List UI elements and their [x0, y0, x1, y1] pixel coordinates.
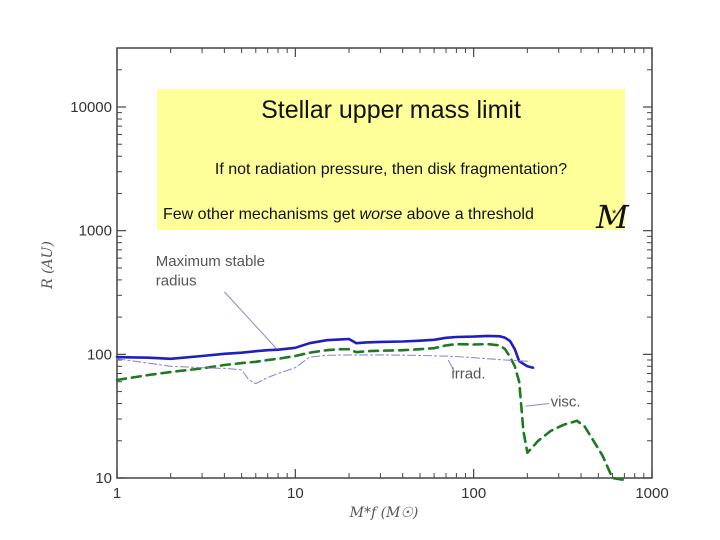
- x-tick-label: 1000: [635, 485, 668, 502]
- annotation-label: Maximum stable: [156, 253, 265, 270]
- x-axis-label: M*f (M☉): [349, 505, 419, 521]
- y-tick-label: 1000: [79, 223, 112, 240]
- x-tick-label: 1: [113, 485, 121, 502]
- annotation-pointers: [223, 291, 550, 407]
- series-line-dashdot: [116, 354, 528, 385]
- callout-line-2-prefix: Few other mechanisms get: [163, 206, 360, 223]
- callout-box: Stellar upper mass limit If not radiatio…: [157, 89, 625, 230]
- y-tick-label: 10000: [70, 99, 112, 116]
- annotation-pointer: [525, 403, 550, 407]
- annotation-label: visc.: [551, 393, 581, 410]
- callout-line-2-emphasis: worse: [359, 206, 403, 223]
- annotation-pointer: [447, 359, 455, 373]
- annotation-pointer: [223, 291, 277, 349]
- annotation-label: radius: [156, 273, 197, 290]
- callout-line-1: If not radiation pressure, then disk fra…: [214, 161, 568, 178]
- callout-line-2-suffix: above a threshold: [402, 206, 534, 223]
- y-tick-label: 10: [95, 470, 112, 487]
- y-tick-label: 100: [87, 346, 112, 363]
- x-tick-label: 100: [461, 485, 486, 502]
- callout-title: Stellar upper mass limit: [261, 96, 521, 124]
- y-axis-label: R (AU): [40, 241, 56, 290]
- axis-ticks: [116, 47, 653, 479]
- series-line-dashed: [115, 342, 626, 482]
- annotation-label: irrad.: [451, 365, 485, 382]
- annotations: Maximum stable radius irrad. visc.: [156, 253, 581, 411]
- series-line-solid: [115, 334, 535, 370]
- data-series: [115, 334, 626, 482]
- callout-line-2: Few other mechanisms get worse above a t…: [163, 206, 534, 224]
- stellar-mass-symbol: M: [596, 198, 629, 236]
- x-tick-label: 10: [287, 485, 304, 502]
- stellar-mass-symbol-subscript: *: [612, 208, 617, 220]
